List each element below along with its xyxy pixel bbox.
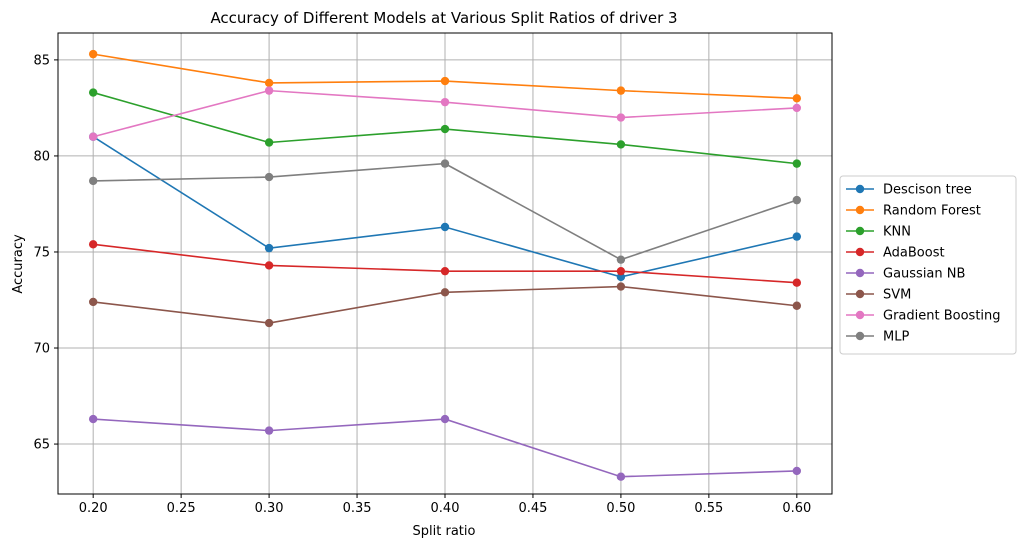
data-point bbox=[616, 266, 626, 276]
data-point bbox=[264, 172, 274, 182]
legend-box bbox=[839, 175, 1017, 355]
legend-item: Random Forest bbox=[846, 204, 981, 219]
data-point bbox=[88, 49, 98, 59]
legend-swatch-marker bbox=[855, 268, 865, 278]
legend-label: MLP bbox=[883, 330, 909, 345]
y-tick-label: 85 bbox=[33, 53, 50, 68]
data-point bbox=[264, 318, 274, 328]
data-point bbox=[616, 255, 626, 264]
x-tick-label: 0.20 bbox=[79, 501, 108, 516]
legend-label: Descison tree bbox=[883, 183, 972, 198]
data-point bbox=[264, 426, 274, 435]
legend-item: Gaussian NB bbox=[846, 267, 965, 282]
data-point bbox=[88, 297, 98, 307]
data-point bbox=[440, 97, 450, 107]
legend-swatch-marker bbox=[855, 226, 865, 236]
data-point bbox=[440, 124, 450, 134]
data-point bbox=[792, 466, 802, 476]
legend-label: KNN bbox=[883, 225, 911, 240]
y-tick-label: 65 bbox=[33, 438, 50, 453]
x-tick-label: 0.55 bbox=[694, 501, 723, 516]
x-tick-label: 0.60 bbox=[782, 501, 811, 516]
x-tick-label: 0.45 bbox=[518, 501, 547, 516]
data-point bbox=[792, 94, 802, 103]
data-point bbox=[792, 195, 802, 205]
x-tick-label: 0.35 bbox=[343, 501, 372, 516]
legend-label: AdaBoost bbox=[883, 246, 945, 261]
series-mlp bbox=[88, 159, 802, 264]
legend-swatch-marker bbox=[855, 247, 865, 257]
data-point bbox=[792, 159, 802, 168]
data-point bbox=[88, 176, 98, 186]
series-random-forest bbox=[88, 49, 802, 103]
y-axis-label: Accuracy bbox=[11, 234, 26, 294]
legend-swatch-marker bbox=[855, 310, 865, 320]
y-tick-label: 80 bbox=[33, 149, 50, 164]
series-gaussian-nb bbox=[88, 414, 802, 481]
data-point bbox=[792, 278, 802, 287]
legend-item: KNN bbox=[846, 225, 911, 240]
legend-item: Gradient Boosting bbox=[846, 309, 1001, 324]
x-tick-label: 0.30 bbox=[255, 501, 284, 516]
legend-item: MLP bbox=[846, 330, 909, 345]
data-point bbox=[88, 414, 98, 424]
y-tick-label: 75 bbox=[33, 245, 50, 260]
data-point bbox=[616, 282, 626, 291]
legend: Descison tree Random Forest KNN AdaBoost Gau… bbox=[839, 175, 1017, 355]
legend-label: Gradient Boosting bbox=[883, 309, 1001, 324]
data-point bbox=[440, 414, 450, 424]
data-point bbox=[264, 261, 274, 270]
data-point bbox=[440, 76, 450, 86]
legend-swatch-marker bbox=[855, 331, 865, 341]
data-point bbox=[88, 132, 98, 141]
legend-item: SVM bbox=[846, 288, 911, 303]
data-point bbox=[264, 78, 274, 88]
axis-ticks: 0.20 0.25 0.30 0.35 0.40 0.45 0.50 0.55 0.60 65 70… bbox=[33, 53, 811, 516]
series-knn bbox=[88, 88, 802, 168]
data-point bbox=[440, 222, 450, 232]
x-tick-label: 0.40 bbox=[431, 501, 460, 516]
data-point bbox=[616, 140, 626, 149]
data-point bbox=[88, 240, 98, 249]
legend-label: SVM bbox=[883, 288, 911, 303]
x-tick-label: 0.50 bbox=[606, 501, 635, 516]
legend-label: Random Forest bbox=[883, 204, 981, 219]
data-point bbox=[792, 232, 802, 241]
x-tick-label: 0.25 bbox=[167, 501, 196, 516]
x-axis-label: Split ratio bbox=[413, 524, 476, 539]
data-point bbox=[616, 86, 626, 95]
legend-swatch-marker bbox=[855, 184, 865, 194]
data-point bbox=[616, 113, 626, 122]
legend-item: AdaBoost bbox=[846, 246, 945, 261]
data-point bbox=[440, 266, 450, 276]
legend-swatch-marker bbox=[855, 289, 865, 299]
data-point bbox=[616, 272, 626, 282]
series-adaboost bbox=[88, 240, 802, 287]
data-point bbox=[88, 88, 98, 97]
data-point bbox=[616, 472, 626, 481]
data-point bbox=[440, 159, 450, 168]
data-point bbox=[792, 103, 802, 113]
legend-label: Gaussian NB bbox=[883, 267, 965, 282]
y-tick-label: 70 bbox=[33, 342, 50, 357]
chart-title: Accuracy of Different Models at Various … bbox=[210, 9, 677, 27]
data-point bbox=[264, 138, 274, 147]
data-point bbox=[264, 86, 274, 95]
legend-swatch-marker bbox=[855, 205, 865, 215]
data-point bbox=[440, 288, 450, 297]
series-layer bbox=[88, 49, 802, 481]
data-point bbox=[264, 243, 274, 253]
series-svm bbox=[88, 282, 802, 328]
data-point bbox=[792, 301, 802, 310]
series-gradient-boosting bbox=[88, 86, 802, 141]
legend-item: Descison tree bbox=[846, 183, 972, 198]
